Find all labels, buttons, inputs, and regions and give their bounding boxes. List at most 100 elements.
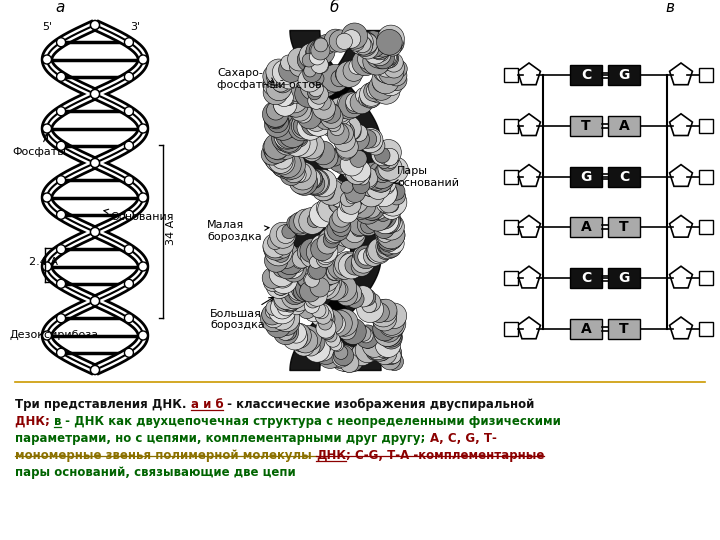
Circle shape	[294, 105, 312, 123]
Circle shape	[343, 193, 358, 208]
Circle shape	[379, 232, 399, 252]
Circle shape	[279, 89, 296, 105]
Circle shape	[330, 339, 342, 351]
Circle shape	[297, 174, 311, 188]
Circle shape	[370, 52, 390, 72]
Circle shape	[379, 193, 399, 213]
Circle shape	[91, 296, 99, 306]
Circle shape	[273, 281, 294, 302]
Circle shape	[266, 102, 285, 120]
Circle shape	[374, 53, 398, 77]
Circle shape	[287, 123, 302, 138]
FancyBboxPatch shape	[699, 170, 713, 184]
Text: пары оснований, связывающие две цепи: пары оснований, связывающие две цепи	[15, 466, 296, 479]
Circle shape	[277, 309, 297, 328]
Circle shape	[366, 137, 385, 155]
Circle shape	[316, 109, 334, 126]
Circle shape	[378, 152, 397, 171]
Text: Пары
оснований: Пары оснований	[394, 166, 459, 187]
Circle shape	[365, 33, 390, 59]
Circle shape	[375, 59, 400, 84]
Circle shape	[324, 179, 346, 201]
Circle shape	[384, 233, 404, 254]
Circle shape	[314, 38, 328, 52]
Circle shape	[384, 318, 404, 338]
Circle shape	[318, 104, 334, 122]
Circle shape	[57, 245, 66, 254]
Circle shape	[91, 159, 99, 167]
Circle shape	[263, 138, 282, 156]
Circle shape	[282, 325, 307, 350]
Polygon shape	[518, 63, 541, 85]
Circle shape	[369, 201, 387, 219]
Circle shape	[125, 107, 133, 116]
Circle shape	[344, 221, 366, 242]
Circle shape	[300, 118, 318, 136]
Circle shape	[354, 247, 370, 264]
Circle shape	[336, 353, 354, 372]
FancyBboxPatch shape	[570, 116, 602, 136]
Circle shape	[292, 89, 306, 103]
Circle shape	[305, 109, 328, 131]
Circle shape	[330, 345, 357, 371]
Circle shape	[351, 124, 367, 141]
Text: в: в	[665, 0, 674, 15]
Circle shape	[274, 93, 297, 116]
Circle shape	[337, 321, 356, 340]
Circle shape	[305, 173, 325, 194]
Circle shape	[279, 255, 298, 274]
Circle shape	[304, 170, 323, 189]
Circle shape	[276, 291, 298, 313]
Circle shape	[339, 223, 366, 249]
Circle shape	[282, 295, 296, 309]
Circle shape	[271, 74, 290, 92]
Circle shape	[343, 350, 364, 370]
Text: Сахаро-
фосфатный остов: Сахаро- фосфатный остов	[217, 68, 322, 90]
Circle shape	[281, 255, 304, 279]
Circle shape	[279, 134, 292, 149]
Polygon shape	[518, 317, 541, 339]
Circle shape	[264, 104, 284, 123]
Circle shape	[327, 107, 342, 123]
Circle shape	[318, 260, 343, 285]
Circle shape	[272, 242, 299, 268]
Circle shape	[328, 185, 351, 207]
Circle shape	[384, 38, 402, 56]
Circle shape	[308, 82, 323, 97]
Circle shape	[379, 349, 400, 370]
Circle shape	[91, 366, 99, 375]
Circle shape	[273, 260, 290, 277]
Circle shape	[327, 116, 351, 140]
Circle shape	[340, 354, 359, 373]
Circle shape	[382, 32, 404, 54]
Circle shape	[315, 239, 335, 258]
Circle shape	[277, 94, 293, 110]
Circle shape	[375, 66, 392, 83]
Circle shape	[348, 92, 366, 110]
Circle shape	[289, 162, 317, 190]
FancyBboxPatch shape	[608, 218, 640, 238]
Circle shape	[388, 60, 402, 75]
Circle shape	[323, 229, 347, 253]
Circle shape	[274, 96, 293, 116]
Circle shape	[356, 296, 384, 322]
Circle shape	[125, 38, 133, 47]
Circle shape	[305, 294, 320, 308]
Circle shape	[374, 218, 400, 244]
Circle shape	[372, 180, 397, 206]
Circle shape	[352, 31, 377, 57]
Circle shape	[307, 264, 323, 279]
Circle shape	[355, 37, 373, 55]
Circle shape	[336, 231, 352, 246]
Circle shape	[42, 55, 52, 64]
Circle shape	[323, 36, 338, 50]
Text: G: G	[618, 271, 630, 285]
Circle shape	[377, 240, 392, 254]
Text: Фосфаты: Фосфаты	[12, 134, 66, 157]
Text: Три представления ДНК.: Три представления ДНК.	[15, 398, 191, 411]
Circle shape	[367, 241, 390, 263]
Circle shape	[327, 219, 349, 241]
Circle shape	[125, 348, 133, 357]
Circle shape	[293, 334, 315, 356]
Circle shape	[330, 281, 348, 298]
